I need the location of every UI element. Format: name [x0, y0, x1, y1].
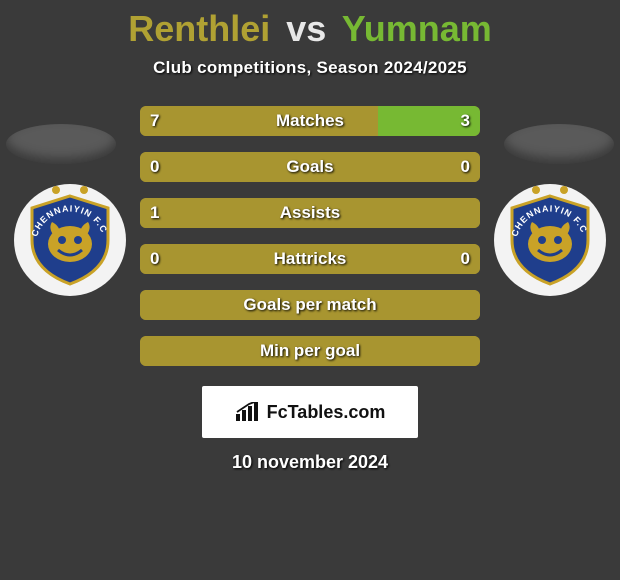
- stat-row: Matches 7 3: [140, 106, 480, 136]
- stat-row: Goals 0 0: [140, 152, 480, 182]
- stat-value-left: 1: [150, 203, 159, 223]
- page-title: Renthlei vs Yumnam: [0, 8, 620, 50]
- stat-value-right: 0: [461, 249, 470, 269]
- club-badge-left: CHENNAIYIN F.C.: [14, 184, 126, 296]
- stat-row: Hattricks 0 0: [140, 244, 480, 274]
- stat-value-left: 0: [150, 249, 159, 269]
- stat-value-right: 3: [461, 111, 470, 131]
- club-crest-icon: CHENNAIYIN F.C.: [494, 184, 606, 296]
- chart-icon: [235, 402, 261, 422]
- stat-label: Matches: [276, 111, 344, 131]
- player1-name: Renthlei: [128, 8, 270, 49]
- stat-label: Hattricks: [274, 249, 347, 269]
- stat-label: Min per goal: [260, 341, 360, 361]
- vs-label: vs: [286, 8, 326, 49]
- stat-label: Assists: [280, 203, 340, 223]
- stat-row: Goals per match: [140, 290, 480, 320]
- main-area: CHENNAIYIN F.C. CHENNAIYIN F.C.: [0, 106, 620, 473]
- stat-label: Goals per match: [243, 295, 376, 315]
- footer-date: 10 november 2024: [0, 452, 620, 473]
- stats-bars: Matches73Goals00Assists1Hattricks00Goals…: [140, 106, 480, 366]
- stat-value-left: 0: [150, 157, 159, 177]
- stat-row: Assists 1: [140, 198, 480, 228]
- club-crest-icon: CHENNAIYIN F.C.: [14, 184, 126, 296]
- club-badge-right: CHENNAIYIN F.C.: [494, 184, 606, 296]
- brand-text: FcTables.com: [267, 402, 386, 423]
- stat-value-left: 7: [150, 111, 159, 131]
- ellipse-shadow-right: [504, 124, 614, 164]
- stat-value-right: 0: [461, 157, 470, 177]
- stat-label: Goals: [286, 157, 333, 177]
- ellipse-shadow-left: [6, 124, 116, 164]
- stat-row: Min per goal: [140, 336, 480, 366]
- player2-name: Yumnam: [342, 8, 492, 49]
- brand-box: FcTables.com: [202, 386, 418, 438]
- subtitle: Club competitions, Season 2024/2025: [0, 58, 620, 78]
- infographic-container: Renthlei vs Yumnam Club competitions, Se…: [0, 0, 620, 580]
